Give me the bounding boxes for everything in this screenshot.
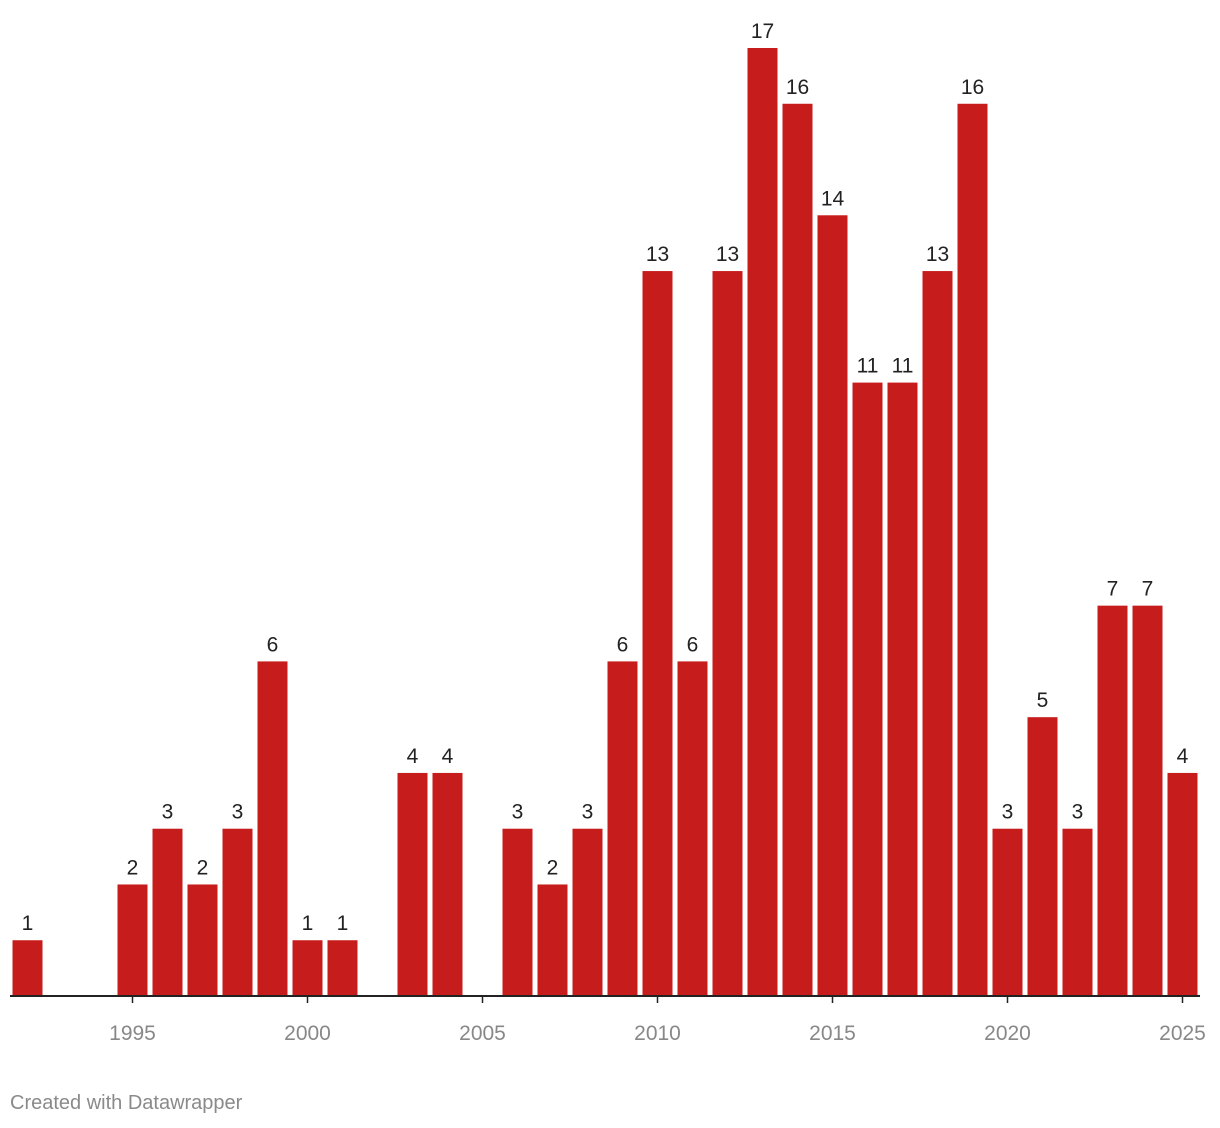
bar-2007[interactable] [537,884,568,996]
value-label-2008: 3 [582,801,594,824]
x-tick-label-2010: 2010 [634,1022,681,1045]
bar-2023[interactable] [1097,605,1128,996]
bar-2015[interactable] [817,215,848,997]
bar-2009[interactable] [607,661,638,996]
bar-2019[interactable] [957,103,988,996]
value-label-2010: 13 [646,243,669,266]
value-label-1997: 2 [197,856,209,879]
bar-2001[interactable] [327,940,358,996]
bar-1998[interactable] [222,828,253,996]
bar-2025[interactable] [1167,772,1198,996]
value-label-2023: 7 [1107,578,1119,601]
value-label-2016: 11 [857,355,879,378]
bar-2024[interactable] [1132,605,1163,996]
bar-1996[interactable] [152,828,183,996]
bar-2013[interactable] [747,48,778,996]
value-label-2021: 5 [1037,689,1049,712]
value-label-2017: 11 [892,355,914,378]
value-label-2007: 2 [547,856,559,879]
bar-2017[interactable] [887,382,918,997]
bar-2020[interactable] [992,828,1023,996]
value-label-2003: 4 [407,745,419,768]
x-tick-label-2020: 2020 [984,1022,1031,1045]
value-label-1999: 6 [267,633,279,656]
value-label-2000: 1 [302,912,314,935]
value-label-2015: 14 [821,187,845,210]
bar-2021[interactable] [1027,717,1058,996]
bar-2010[interactable] [642,271,673,996]
x-axis: 1995 2000 2005 2010 2015 2020 2025 [10,995,1206,1045]
bar-2006[interactable] [502,828,533,996]
value-label-2022: 3 [1072,801,1084,824]
value-label-2019: 16 [961,76,984,99]
bar-2014[interactable] [782,103,813,996]
bar-2012[interactable] [712,271,743,996]
bar-2000[interactable] [292,940,323,996]
x-tick-label-2015: 2015 [809,1022,856,1045]
value-label-2009: 6 [617,633,629,656]
bars-layer [12,48,1198,997]
value-label-1998: 3 [232,801,244,824]
bar-1995[interactable] [117,884,148,996]
bar-2008[interactable] [572,828,603,996]
bar-1999[interactable] [257,661,288,996]
value-label-1996: 3 [162,801,174,824]
x-tick-label-2025: 2025 [1159,1022,1206,1045]
bar-2003[interactable] [397,772,428,996]
bar-1992[interactable] [12,940,43,996]
value-label-2006: 3 [512,801,524,824]
value-label-2012: 13 [716,243,739,266]
bar-1997[interactable] [187,884,218,996]
value-label-1992: 1 [22,912,34,935]
value-label-2024: 7 [1142,578,1154,601]
value-label-2004: 4 [442,745,454,768]
value-label-2011: 6 [687,633,699,656]
value-label-2013: 17 [751,20,774,43]
bar-2004[interactable] [432,772,463,996]
value-label-2018: 13 [926,243,949,266]
bar-2016[interactable] [852,382,883,997]
footer-credit[interactable]: Created with Datawrapper [10,1092,243,1114]
value-label-2020: 3 [1002,801,1014,824]
value-label-2025: 4 [1177,745,1189,768]
bar-2018[interactable] [922,271,953,996]
value-label-2014: 16 [786,76,809,99]
bar-2022[interactable] [1062,828,1093,996]
x-tick-label-2000: 2000 [284,1022,331,1045]
value-label-1995: 2 [127,856,139,879]
value-label-2001: 1 [337,912,349,935]
x-tick-label-1995: 1995 [109,1022,156,1045]
bar-2011[interactable] [677,661,708,996]
x-tick-label-2005: 2005 [459,1022,506,1045]
